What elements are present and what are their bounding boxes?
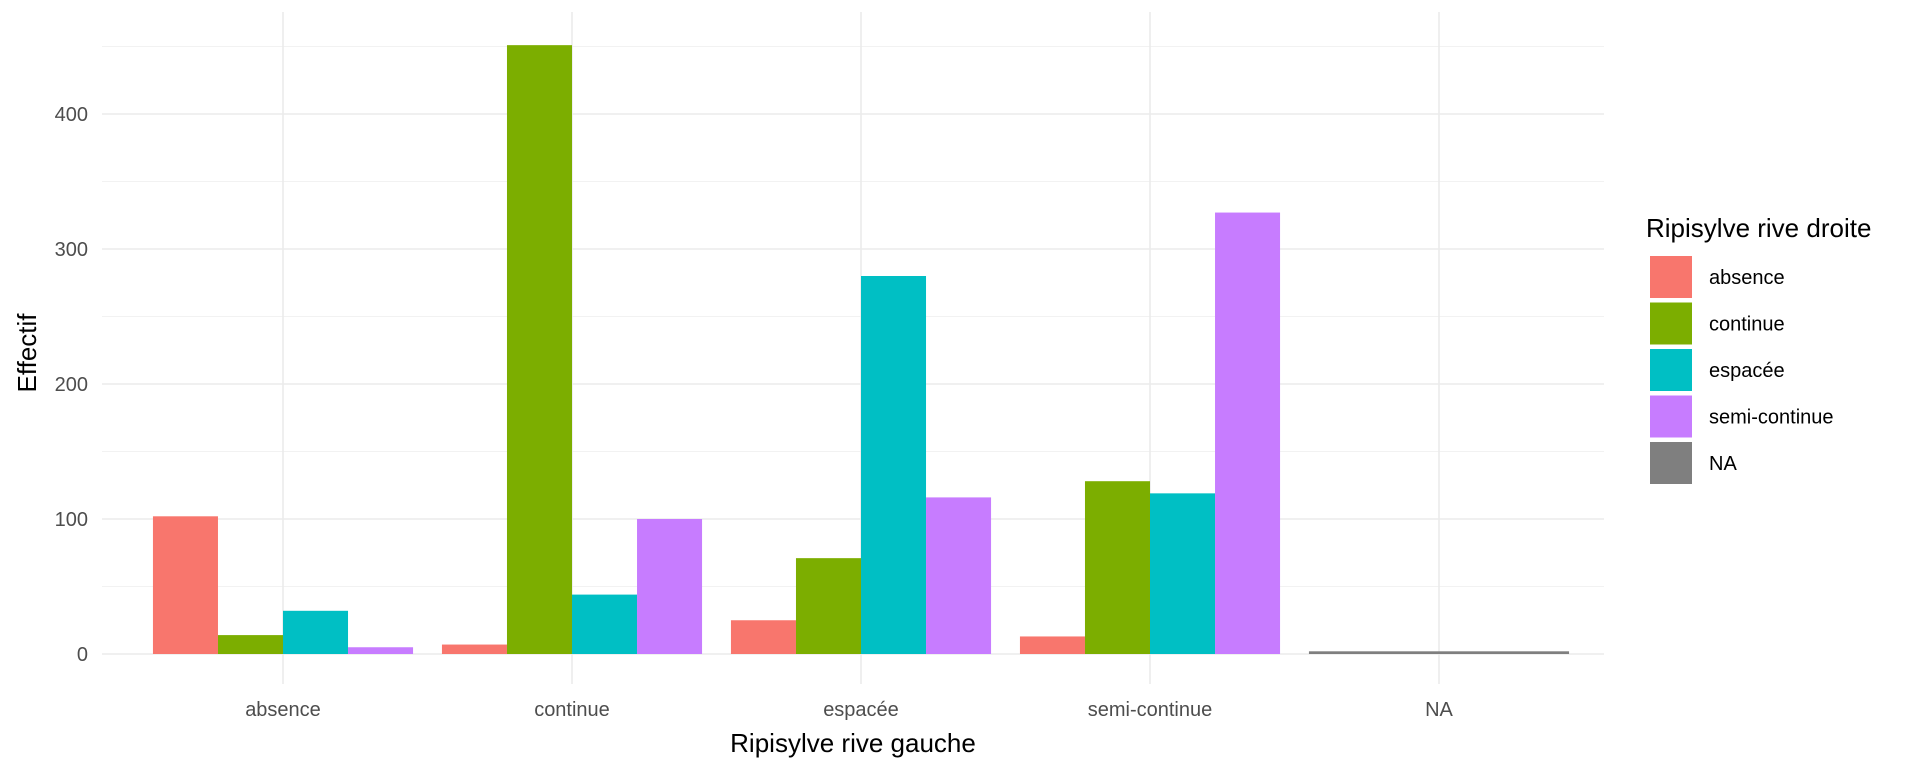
legend-swatch (1650, 442, 1692, 484)
bar-semi-continue-1 (637, 519, 703, 654)
bars (152, 45, 1570, 655)
bar-espacée-0 (283, 610, 349, 654)
bar-semi-continue-2 (926, 497, 992, 654)
x-tick-label: semi-continue (1088, 699, 1213, 721)
bar-continue-0 (217, 635, 283, 654)
x-axis-ticks: absence continue espacée semi-continue NA (245, 699, 1453, 721)
y-tick-label: 0 (77, 644, 88, 666)
bar-absence-2 (730, 620, 796, 654)
bar-espacée-3 (1150, 493, 1216, 654)
bar-absence-3 (1019, 636, 1085, 654)
y-axis-ticks: 0 100 200 300 400 (55, 104, 88, 666)
bar-continue-3 (1084, 481, 1150, 654)
legend-swatch (1650, 302, 1692, 345)
legend-items: absence continue espacée semi-continue NA (1650, 256, 1834, 484)
legend-label: absence (1709, 267, 1785, 289)
x-tick-label: NA (1425, 699, 1453, 721)
y-axis-title: Effectif (12, 313, 42, 393)
legend-swatch (1650, 349, 1692, 391)
bar-espacée-1 (572, 594, 638, 654)
legend: Ripisylve rive droite absence continue esp… (1646, 213, 1871, 484)
legend-title: Ripisylve rive droite (1646, 213, 1871, 243)
bar-continue-1 (506, 45, 572, 654)
bar-semi-continue-0 (348, 647, 414, 654)
legend-label: semi-continue (1709, 407, 1834, 429)
bar-absence-0 (152, 516, 218, 654)
legend-label: continue (1709, 314, 1785, 336)
bar-absence-1 (441, 644, 507, 654)
bar-espacée-2 (861, 276, 927, 654)
x-tick-label: absence (245, 699, 321, 721)
x-tick-label: continue (534, 699, 610, 721)
legend-swatch (1650, 256, 1692, 298)
bar-semi-continue-3 (1215, 212, 1281, 655)
y-tick-label: 100 (55, 509, 88, 531)
legend-label: espacée (1709, 360, 1785, 382)
x-axis-title: Ripisylve rive gauche (730, 728, 976, 758)
bar-continue-2 (795, 558, 861, 654)
y-tick-label: 300 (55, 239, 88, 261)
legend-label: NA (1709, 453, 1737, 475)
x-tick-label: espacée (823, 699, 899, 721)
bar-na-4 (1308, 651, 1570, 654)
y-tick-label: 200 (55, 374, 88, 396)
legend-swatch (1650, 395, 1692, 438)
y-tick-label: 400 (55, 104, 88, 126)
